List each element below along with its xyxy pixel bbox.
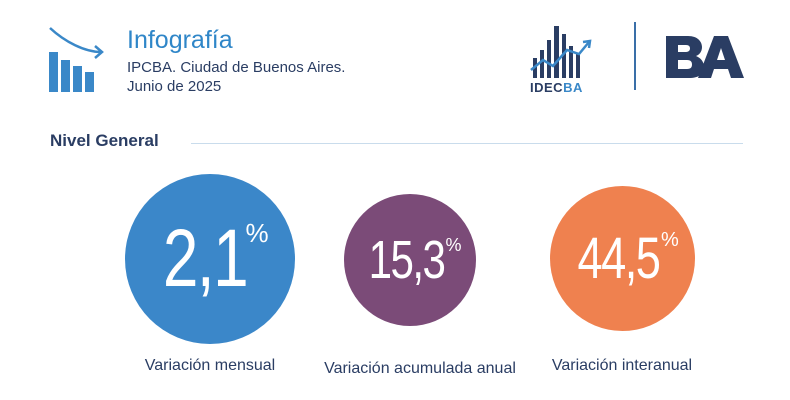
logo-divider: [634, 22, 636, 90]
subtitle-line-2: Junio de 2025: [127, 78, 222, 95]
idecba-suffix: BA: [563, 80, 583, 95]
page-title: Infografía: [127, 26, 233, 54]
subtitle-line-1: IPCBA. Ciudad de Buenos Aires.: [127, 59, 346, 76]
section-divider: [191, 143, 743, 144]
rising-skyline-chart-icon: [530, 26, 592, 78]
indicator-unit: %: [445, 235, 462, 255]
ba-logo: BA: [666, 36, 744, 78]
indicator-value: 2,1: [163, 213, 249, 304]
indicator-value: 15,3: [369, 230, 446, 290]
idecba-prefix: IDEC: [530, 80, 564, 95]
declining-bar-chart-icon: [49, 27, 104, 92]
section-title: Nivel General: [50, 131, 159, 150]
indicator-label-accumulated: Variación acumulada anual: [324, 360, 516, 377]
indicator-value: 44,5: [577, 225, 661, 291]
indicator-circle-accumulated: 15,3 %: [344, 194, 476, 326]
indicator-label-interannual: Variación interanual: [551, 357, 693, 374]
indicator-label-monthly: Variación mensual: [144, 357, 276, 374]
idecba-wordmark: IDECBA: [530, 80, 583, 95]
page-subtitle: IPCBA. Ciudad de Buenos Aires. Junio de …: [127, 58, 345, 96]
indicator-unit: %: [245, 218, 269, 248]
indicator-circle-monthly: 2,1 %: [125, 174, 295, 344]
indicator-unit: %: [661, 229, 679, 251]
indicator-circle-interannual: 44,5 %: [550, 186, 695, 331]
